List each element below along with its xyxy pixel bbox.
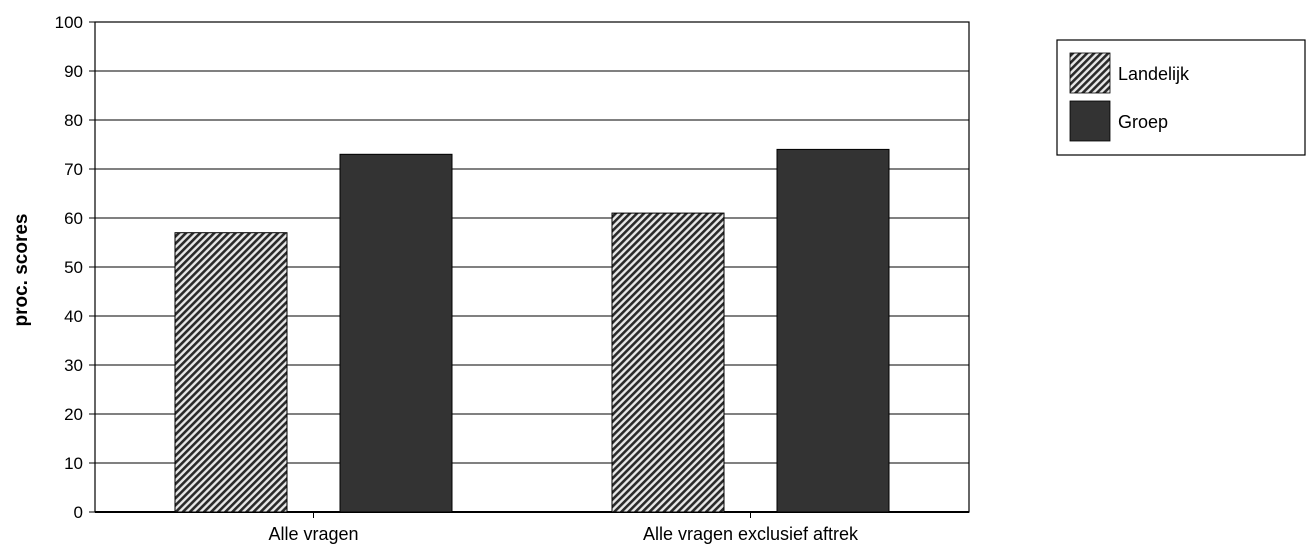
legend-label-groep: Groep — [1118, 112, 1168, 132]
bar-groep — [339, 153, 453, 513]
y-tick-label: 50 — [64, 258, 83, 277]
y-tick-label: 70 — [64, 160, 83, 179]
y-tick-label: 60 — [64, 209, 83, 228]
x-category-label: Alle vragen — [268, 524, 358, 544]
y-tick-label: 90 — [64, 62, 83, 81]
bar-groep — [776, 148, 890, 513]
y-tick-label: 40 — [64, 307, 83, 326]
y-tick-label: 20 — [64, 405, 83, 424]
y-axis-ticks: 0 10 20 30 40 50 60 70 80 90 100 — [55, 13, 95, 522]
legend-label-landelijk: Landelijk — [1118, 64, 1190, 84]
y-axis-label: proc. scores — [11, 214, 32, 327]
y-tick-label: 0 — [74, 503, 83, 522]
legend-swatch-groep — [1069, 100, 1111, 142]
bar-landelijk — [174, 232, 288, 513]
bars — [174, 148, 890, 513]
legend-swatch-landelijk — [1069, 52, 1111, 94]
bar-landelijk — [611, 212, 725, 513]
y-tick-label: 80 — [64, 111, 83, 130]
y-tick-label: 100 — [55, 13, 83, 32]
category-labels: Alle vragen Alle vragen exclusief aftrek — [268, 512, 859, 544]
legend: Landelijk Groep — [1056, 39, 1306, 156]
y-tick-label: 30 — [64, 356, 83, 375]
y-tick-label: 10 — [64, 454, 83, 473]
x-category-label: Alle vragen exclusief aftrek — [643, 524, 859, 544]
